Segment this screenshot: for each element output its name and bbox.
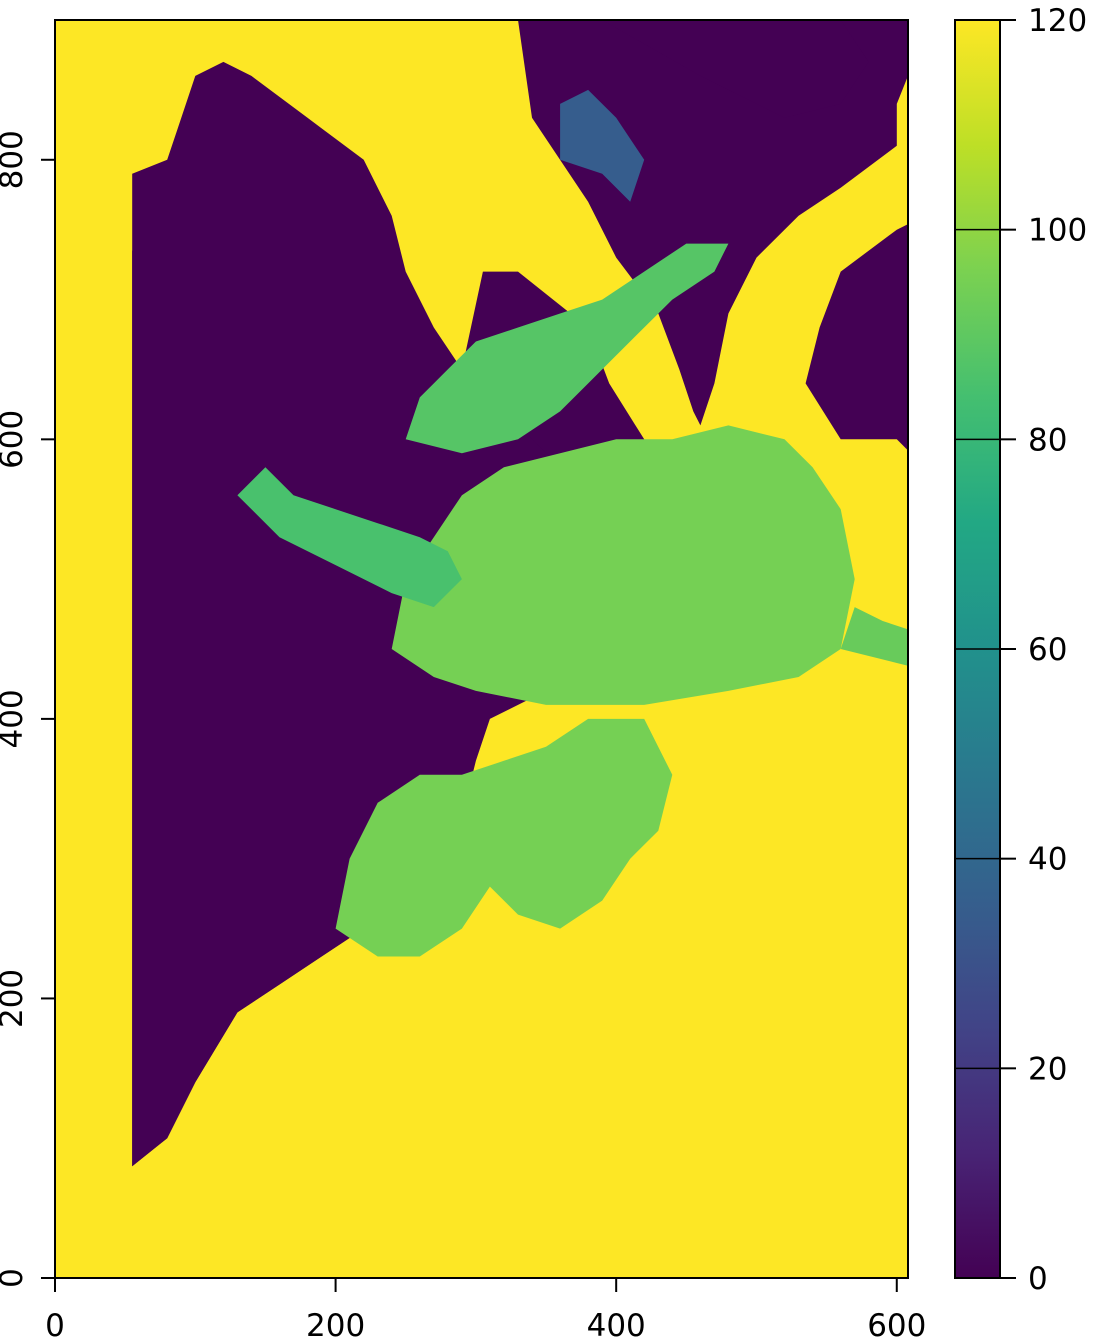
colorbar-tick-label: 20 [1028, 1051, 1067, 1087]
x-tick-label: 200 [306, 1308, 365, 1343]
colorbar-tick-label: 120 [1028, 3, 1087, 39]
x-axis: 0 200 400 600 [45, 1278, 926, 1343]
y-axis: 0 200 400 600 800 [0, 130, 55, 1288]
mid-region-central-basin [391, 425, 855, 705]
colorbar-tick-label: 0 [1028, 1261, 1048, 1297]
zero-region-upper-central [132, 20, 908, 426]
y-tick-label: 0 [0, 1268, 30, 1288]
mid-region-right-arm [840, 607, 908, 666]
plot-frame [54, 19, 909, 1279]
y-tick-label: 400 [0, 689, 30, 748]
colorbar: 0 20 40 60 80 100 120 [954, 3, 1087, 1297]
zero-region-bottom-strip [602, 20, 869, 118]
x-tick-label: 0 [45, 1308, 65, 1343]
heatmap-regions [132, 20, 908, 1167]
heatmap-plot-area [55, 20, 908, 1278]
colorbar-tick-label: 40 [1028, 842, 1067, 878]
colorbar-tick-label: 60 [1028, 632, 1067, 668]
x-tick-label: 600 [867, 1308, 926, 1343]
mid-region-lower-coast [405, 243, 729, 454]
mid-region-inner-lobes [335, 718, 673, 957]
colorbar-tick-label: 100 [1028, 213, 1087, 249]
x-tick-label: 400 [587, 1308, 646, 1343]
colorbar-tick-label: 80 [1028, 422, 1067, 458]
mid-region-left-coast [237, 467, 462, 608]
y-tick-label: 200 [0, 969, 30, 1028]
y-tick-label: 600 [0, 410, 30, 469]
zero-region-right-sea [805, 229, 908, 451]
colorbar-ticks: 0 20 40 60 80 100 120 [955, 3, 1087, 1297]
y-tick-label: 800 [0, 130, 30, 189]
low-region-bay-inlet [560, 89, 645, 202]
